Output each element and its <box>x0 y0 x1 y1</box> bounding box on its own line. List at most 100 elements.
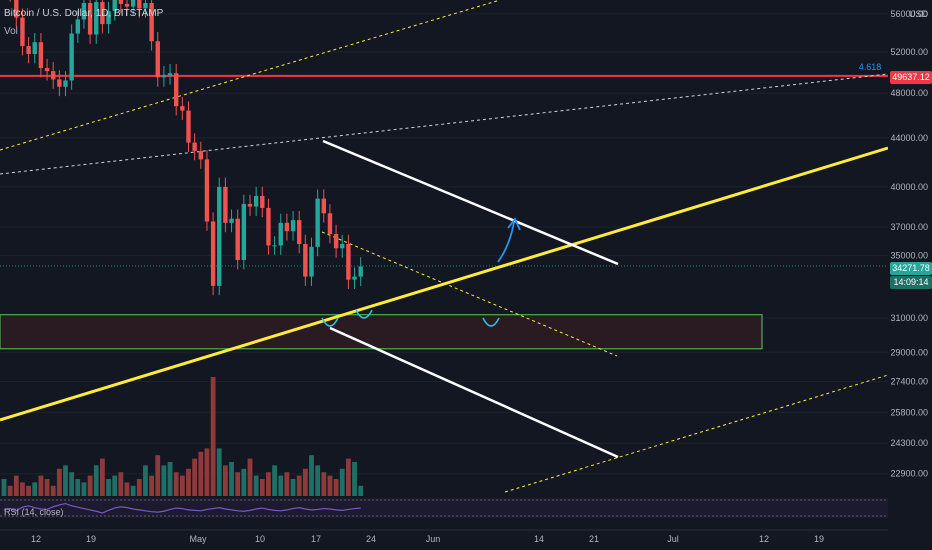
candle-body <box>272 245 277 247</box>
candle-body <box>303 243 308 277</box>
volume-bar <box>161 465 167 496</box>
volume-bar <box>179 475 185 496</box>
price-tick-label: 31000.00 <box>890 313 928 323</box>
trend-lines: 4.618 <box>0 0 889 493</box>
candle-body <box>124 3 130 7</box>
volume-bar <box>346 458 351 496</box>
candle-body <box>278 222 283 246</box>
time-tick-label: 17 <box>311 534 321 544</box>
candle-body <box>260 196 265 208</box>
volume-bar <box>155 455 161 496</box>
candles <box>9 0 363 296</box>
rsi-pane <box>0 498 888 518</box>
bounce-marker <box>321 317 339 327</box>
volume-bar <box>75 479 81 496</box>
candle-body <box>297 220 302 244</box>
price-tick-label: 35000.00 <box>890 251 928 261</box>
bounce-marker <box>355 309 373 319</box>
candle-body <box>346 243 351 280</box>
candle-body <box>26 46 31 54</box>
time-tick-label: 12 <box>759 534 769 544</box>
volume-bar <box>241 468 247 496</box>
candle-body <box>315 198 320 247</box>
candle-body <box>223 186 228 223</box>
time-tick-label: 21 <box>589 534 599 544</box>
resistance-price-tag: 49637.12 <box>890 71 932 84</box>
countdown-tag: 14:09:14 <box>890 276 932 289</box>
candle-body <box>340 243 345 249</box>
candle-body <box>309 246 314 277</box>
candle-body <box>198 150 203 160</box>
volume-bar <box>81 482 87 496</box>
channel-lower-line <box>329 326 619 459</box>
volume-bar <box>56 468 62 496</box>
candle-body <box>38 42 44 69</box>
candle-body <box>174 73 179 107</box>
price-tick-label: 52000.00 <box>890 47 928 57</box>
candle-body <box>14 0 19 18</box>
white-dashed-trendline <box>0 73 889 175</box>
volume-bar <box>198 451 204 496</box>
candle-body <box>235 218 240 261</box>
volume-bar <box>173 472 179 496</box>
channel-mid-dashed <box>321 231 618 357</box>
volume-bar <box>106 479 111 496</box>
candle-body <box>81 2 87 20</box>
candle-body <box>180 106 185 111</box>
candle-body <box>118 0 124 4</box>
time-tick-label: 14 <box>534 534 544 544</box>
time-tick-label: 12 <box>31 534 41 544</box>
candle-body <box>229 218 234 223</box>
candle-body <box>247 203 253 207</box>
volume-bar <box>284 472 290 496</box>
price-tick-label: 22900.00 <box>890 469 928 479</box>
volume-bar <box>266 472 271 496</box>
time-axis[interactable]: 12 19 May 10 17 24 Jun 14 21 Jul 12 19 <box>0 529 888 544</box>
projection-arrow <box>497 221 515 263</box>
candle-body <box>333 234 339 249</box>
volume-bar <box>253 475 259 496</box>
candle-body <box>186 110 191 143</box>
candle-body <box>69 33 74 81</box>
price-tick-label: 40000.00 <box>890 182 928 192</box>
volume-bar <box>38 475 44 496</box>
candle-body <box>284 222 290 232</box>
volume-bar <box>44 479 50 496</box>
time-tick-label: 19 <box>86 534 96 544</box>
volume-bar <box>247 458 253 496</box>
candle-body <box>63 80 68 87</box>
volume-bar <box>69 472 75 496</box>
channel-upper-line <box>322 139 619 266</box>
volume-bar <box>118 472 124 496</box>
volume-bar <box>259 479 265 496</box>
volume-bar <box>192 458 198 496</box>
price-tick-label: 29000.00 <box>890 347 928 357</box>
candle-body <box>352 276 357 280</box>
volume-bar <box>204 448 210 496</box>
volume-bar <box>20 482 25 496</box>
volume-bar <box>302 468 308 496</box>
symbol-title: Bitcoin / U.S. Dollar, 1D, BITSTAMP <box>4 8 164 19</box>
volume-bar <box>333 479 339 496</box>
candle-body <box>143 2 148 9</box>
volume-bar <box>13 475 19 496</box>
currency-label: USD <box>908 9 928 19</box>
lower-dashed-trendline <box>504 374 889 493</box>
volume-bar <box>93 465 99 496</box>
candle-body <box>253 196 259 207</box>
volume-bar <box>143 465 148 496</box>
volume-bar <box>327 475 333 496</box>
rsi-band <box>0 498 888 518</box>
projection-arrow-head <box>507 217 521 231</box>
time-tick-label: Jun <box>426 534 441 544</box>
candle-body <box>290 220 296 232</box>
support-zone <box>0 314 763 350</box>
time-tick-label: 19 <box>814 534 824 544</box>
candle-body <box>75 19 80 34</box>
volume-bar <box>63 465 68 496</box>
annotation-marks <box>321 217 521 327</box>
candle-body <box>217 186 222 286</box>
candle-body <box>266 207 271 246</box>
volume-bar <box>290 479 296 496</box>
